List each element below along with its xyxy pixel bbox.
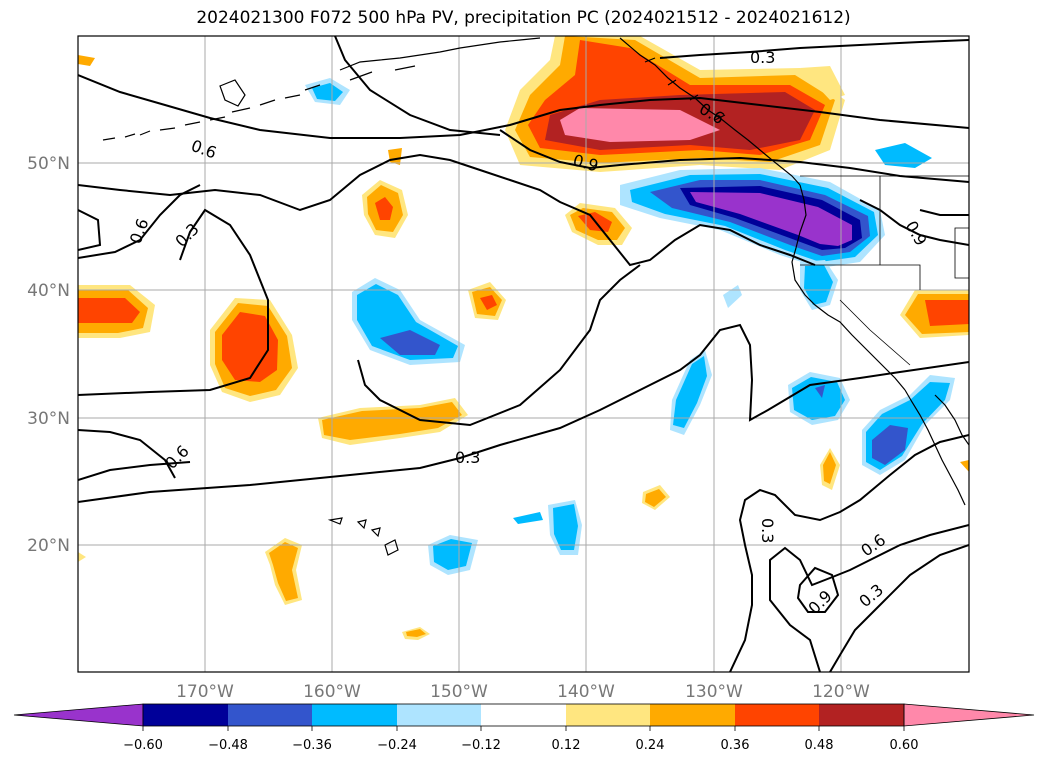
- colorbar-tick-label: −0.48: [208, 738, 248, 753]
- pv-contours: [78, 36, 969, 672]
- map-frame: [77, 35, 970, 673]
- lon-label: 120°W: [812, 682, 870, 702]
- shade-positive-small: [960, 460, 969, 472]
- shade-positive-small: [925, 300, 969, 326]
- lon-labels: 170°W 160°W 150°W 140°W 130°W 120°W: [176, 682, 870, 702]
- colorbar-extend-low: [13, 703, 144, 727]
- coastlines: [102, 37, 969, 556]
- shade-negative-small: [875, 143, 932, 168]
- colorbar-bin: [650, 704, 735, 726]
- lat-label: 40°N: [27, 281, 70, 301]
- contour-label: 0.3: [455, 448, 480, 467]
- shade-positive-small: [222, 312, 278, 382]
- shade-negative-mid: [673, 356, 707, 428]
- shade-positive-small: [823, 452, 836, 484]
- shade-positive-small: [375, 197, 393, 220]
- colorbar: −0.60 −0.48 −0.36 −0.24 −0.12 0.12 0.24 …: [13, 703, 1035, 753]
- colorbar-bin: [143, 704, 228, 726]
- shade-positive-small: [406, 629, 426, 637]
- colorbar-tick-label: 0.60: [890, 738, 919, 753]
- lat-label: 20°N: [27, 536, 70, 556]
- shade-negative-small: [723, 285, 742, 308]
- shade-negative-mid: [872, 425, 908, 465]
- shade-positive-small: [78, 298, 140, 323]
- map-title: 2024021300 F072 500 hPa PV, precipitatio…: [196, 8, 851, 28]
- shade-negative-small: [553, 504, 578, 550]
- shade-positive-small: [800, 66, 845, 100]
- shade-positive-mid: [322, 402, 462, 440]
- shade-positive-small: [480, 295, 497, 310]
- lon-label: 160°W: [303, 682, 361, 702]
- shade-negative-mid: [357, 284, 458, 360]
- contour-label: 0.3: [750, 48, 775, 67]
- lon-label: 130°W: [685, 682, 743, 702]
- lat-labels: 50°N 40°N 30°N 20°N: [27, 154, 70, 556]
- colorbar-tick-label: 0.24: [636, 738, 665, 753]
- graticule: [78, 36, 969, 672]
- shade-negative-mid: [815, 385, 825, 398]
- colorbar-tick-label: −0.60: [123, 738, 163, 753]
- shade-negative-mid: [804, 265, 833, 305]
- shade-positive-ne: [560, 108, 720, 142]
- shade-positive-small: [645, 489, 666, 507]
- colorbar-tick-label: −0.12: [461, 738, 501, 753]
- colorbar-tick-label: 0.48: [805, 738, 834, 753]
- lon-label: 170°W: [176, 682, 234, 702]
- colorbar-tick-label: −0.36: [292, 738, 332, 753]
- shade-negative-small: [433, 539, 472, 570]
- shade-negative-small: [513, 512, 543, 524]
- shade-negative-band: [690, 192, 852, 246]
- colorbar-bin: [735, 704, 819, 726]
- colorbar-tick-label: −0.24: [377, 738, 417, 753]
- lat-label: 50°N: [27, 154, 70, 174]
- lon-label: 140°W: [557, 682, 615, 702]
- shade-positive-small: [78, 552, 86, 562]
- precip-shading: [78, 36, 969, 640]
- lon-label: 150°W: [430, 682, 488, 702]
- colorbar-bin: [819, 704, 904, 726]
- colorbar-bin: [566, 704, 650, 726]
- colorbar-bin: [228, 704, 312, 726]
- colorbar-bin: [397, 704, 481, 726]
- shade-positive-small: [269, 542, 298, 601]
- contour-label: 0.3: [758, 518, 777, 543]
- colorbar-bin: [312, 704, 397, 726]
- lat-label: 30°N: [27, 409, 70, 429]
- shade-positive-small: [78, 55, 95, 66]
- shade-negative-mid: [380, 330, 440, 355]
- colorbar-tick-label: 0.12: [552, 738, 581, 753]
- colorbar-extend-high: [903, 703, 1035, 727]
- colorbar-bin: [481, 704, 566, 726]
- colorbar-tick-label: 0.36: [721, 738, 750, 753]
- shade-negative-small: [312, 83, 343, 101]
- colorbar-frame: [142, 703, 905, 727]
